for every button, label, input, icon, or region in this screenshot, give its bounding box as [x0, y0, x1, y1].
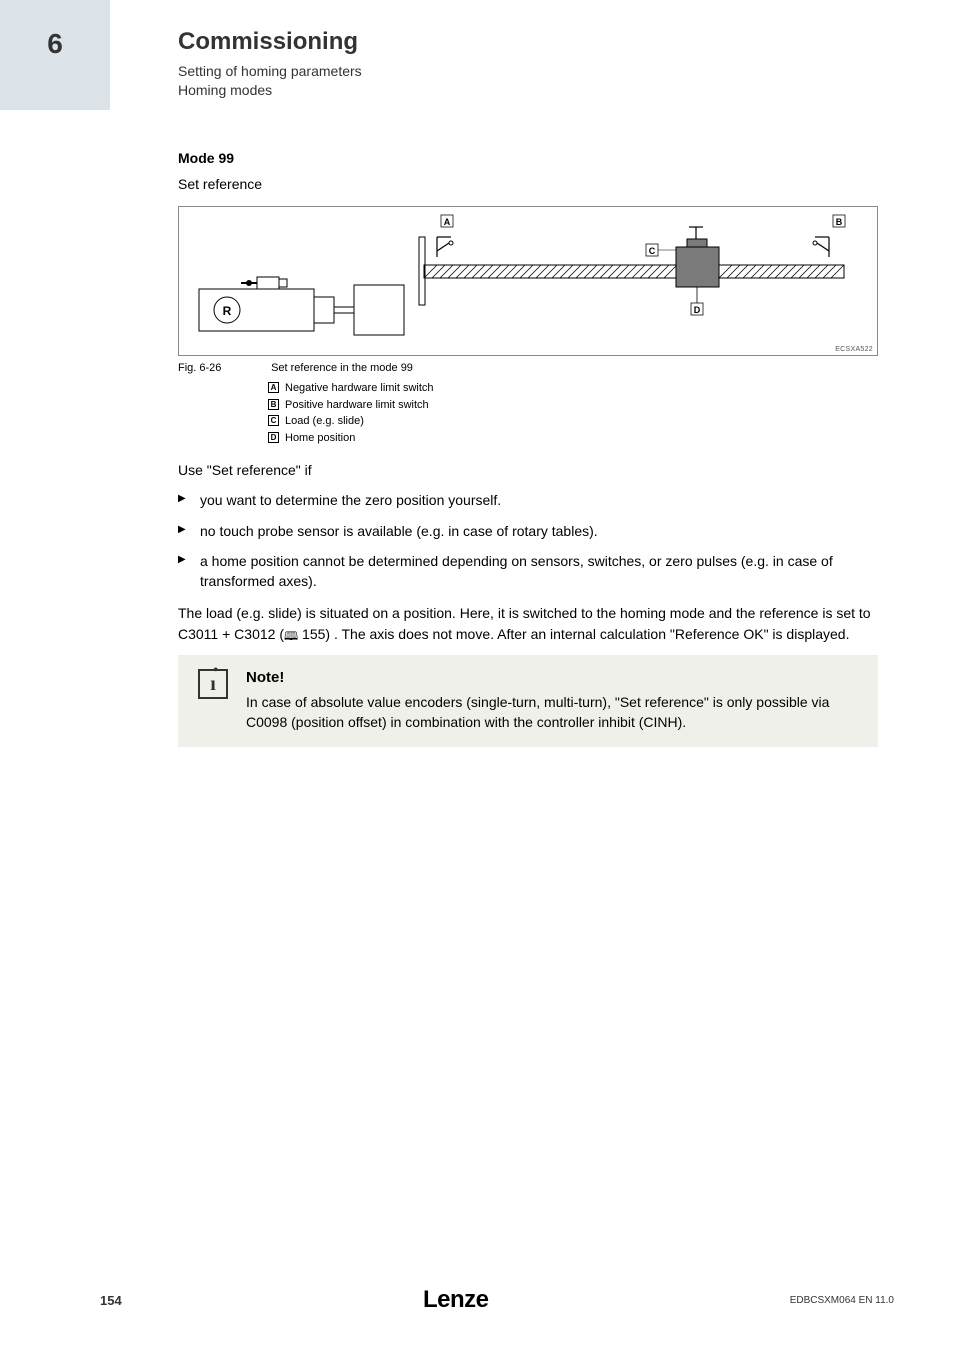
- diagram-legend: A Negative hardware limit switch B Positiv…: [268, 380, 878, 446]
- chapter-title: Commissioning: [178, 28, 362, 56]
- page-header: Commissioning Setting of homing paramete…: [178, 28, 362, 100]
- bullet-2: no touch probe sensor is available (e.g.…: [178, 521, 878, 541]
- legend-key-d: D: [268, 432, 279, 443]
- use-if-text: Use "Set reference" if: [178, 460, 878, 480]
- svg-text:D: D: [694, 305, 701, 315]
- legend-row-d: D Home position: [268, 430, 878, 447]
- bullet-1: you want to determine the zero position …: [178, 490, 878, 510]
- content-area: Mode 99 Set reference R: [178, 150, 878, 747]
- diagram-ref: ECSXA522: [835, 346, 873, 353]
- svg-text:A: A: [444, 217, 451, 227]
- book-icon: 🕮: [284, 628, 298, 645]
- info-icon: ı: [198, 669, 228, 699]
- subtitle-1: Setting of homing parameters: [178, 62, 362, 81]
- legend-text-a: Negative hardware limit switch: [285, 382, 434, 394]
- legend-key-c: C: [268, 415, 279, 426]
- page-footer: 154 Lenze EDBCSXM064 EN 11.0: [0, 1286, 954, 1314]
- mode-subheading: Set reference: [178, 176, 878, 192]
- note-box: ı Note! In case of absolute value encode…: [178, 655, 878, 747]
- figure-number: Fig. 6-26: [178, 362, 268, 374]
- svg-text:C: C: [649, 246, 656, 256]
- svg-text:R: R: [223, 304, 232, 318]
- mode-heading: Mode 99: [178, 150, 878, 166]
- figure-caption-text: Set reference in the mode 99: [271, 362, 413, 374]
- page-number: 154: [100, 1293, 122, 1308]
- legend-row-b: B Positive hardware limit switch: [268, 397, 878, 414]
- legend-text-c: Load (e.g. slide): [285, 415, 364, 427]
- bullet-3: a home position cannot be determined dep…: [178, 551, 878, 592]
- subtitle-2: Homing modes: [178, 81, 362, 100]
- chapter-tab: 6: [0, 0, 110, 110]
- note-title: Note!: [246, 669, 862, 686]
- legend-key-b: B: [268, 399, 279, 410]
- figure-caption: Fig. 6-26 Set reference in the mode 99: [178, 362, 878, 374]
- document-code: EDBCSXM064 EN 11.0: [790, 1295, 894, 1306]
- legend-row-c: C Load (e.g. slide): [268, 413, 878, 430]
- legend-row-a: A Negative hardware limit switch: [268, 380, 878, 397]
- legend-text-b: Positive hardware limit switch: [285, 399, 429, 411]
- note-body: In case of absolute value encoders (sing…: [246, 692, 862, 733]
- bullet-list: you want to determine the zero position …: [178, 490, 878, 591]
- paragraph-main: The load (e.g. slide) is situated on a p…: [178, 603, 878, 645]
- para-after: . The axis does not move. After an inter…: [330, 626, 849, 642]
- legend-text-d: Home position: [285, 432, 355, 444]
- brand-logo: Lenze: [423, 1286, 489, 1314]
- homing-diagram: R: [178, 206, 878, 356]
- chapter-number: 6: [47, 28, 63, 60]
- para-ref: 155): [298, 626, 330, 642]
- note-content: Note! In case of absolute value encoders…: [246, 669, 862, 733]
- legend-key-a: A: [268, 382, 279, 393]
- svg-text:B: B: [836, 217, 843, 227]
- diagram-svg: R: [179, 207, 877, 355]
